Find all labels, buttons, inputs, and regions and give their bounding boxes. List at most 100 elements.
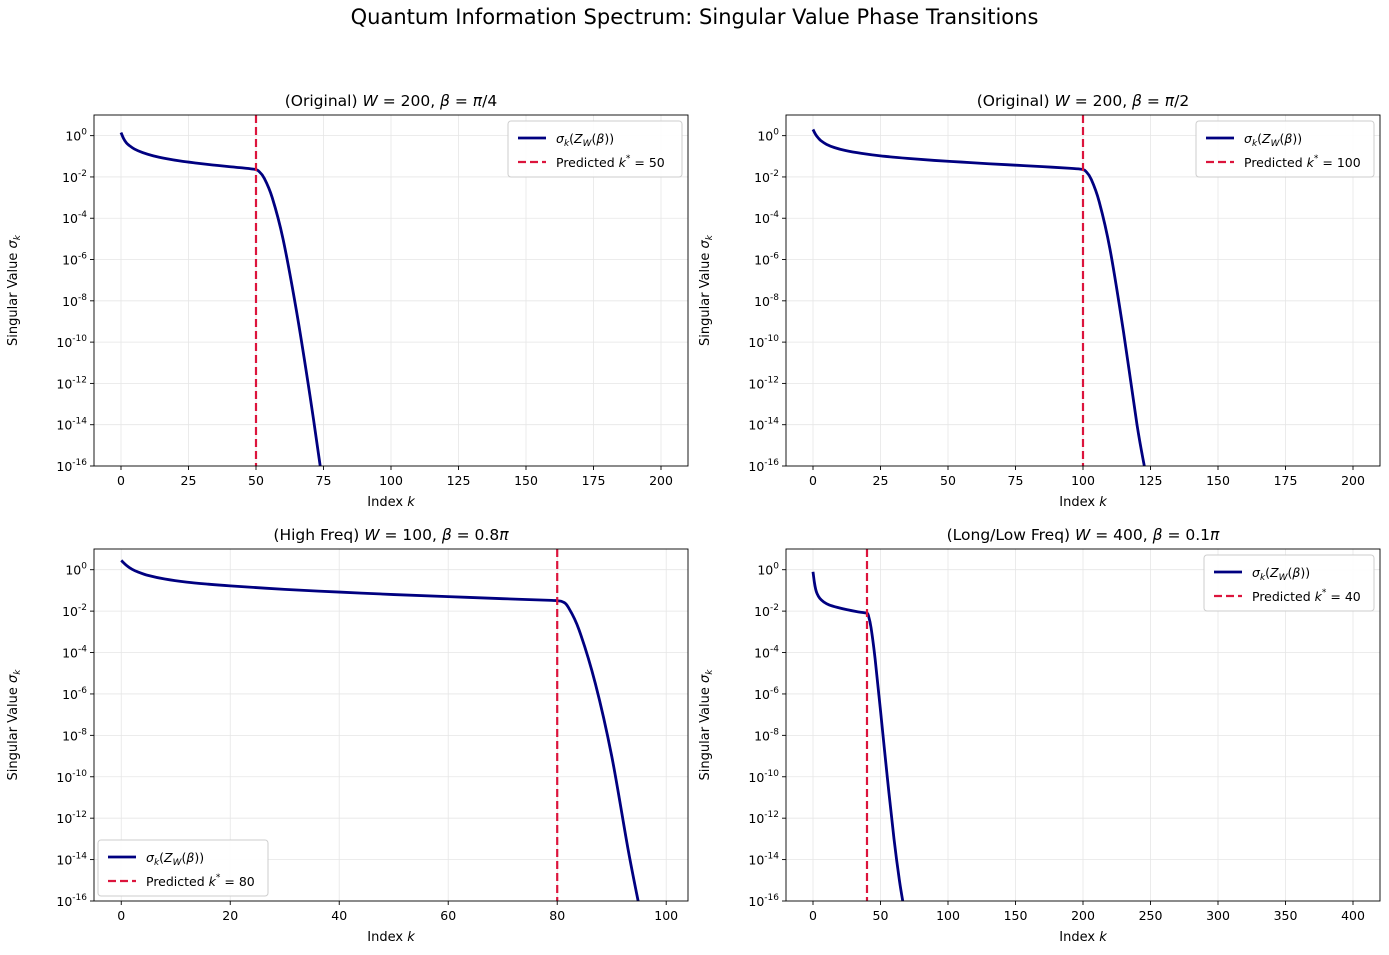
y-tick-label: 10-14 [748, 417, 779, 433]
x-tick-label: 200 [649, 473, 673, 488]
legend-predicted-label: Predicted k* = 80 [146, 873, 255, 889]
chart-panel-4: 0 50 100 150 200 250 300 350 400 100 10-2 10-4 10-6 1… [698, 526, 1381, 945]
panel-title: (Original) W = 200, β = π/4 [285, 92, 497, 110]
y-tick-label: 10-6 [754, 252, 779, 268]
x-tick-label: 175 [582, 473, 606, 488]
y-tick-label: 10-14 [56, 417, 87, 433]
y-tick-label: 10-8 [754, 293, 779, 309]
x-tick-label: 0 [117, 908, 125, 923]
x-tick-label: 250 [1139, 908, 1163, 923]
legend-predicted-label: Predicted k* = 50 [556, 154, 665, 170]
x-tick-label: 0 [809, 908, 817, 923]
singular-value-curve [120, 559, 640, 901]
x-tick-label: 100 [1071, 473, 1095, 488]
x-tick-label: 300 [1206, 908, 1230, 923]
x-tick-label: 100 [379, 473, 403, 488]
chart-panel-3: 0 20 40 60 80 100 100 10-2 10-4 10-6 10-8 10-10 10-1… [6, 526, 689, 945]
y-tick-label: 10-4 [62, 210, 87, 226]
x-tick-label: 150 [1004, 908, 1028, 923]
y-tick-label: 10-10 [748, 334, 779, 350]
legend-box [1203, 554, 1375, 612]
x-tick-label: 100 [936, 908, 960, 923]
y-tick-label: 10-16 [56, 893, 87, 909]
y-axis-label: Singular Value σk [698, 234, 715, 346]
y-tick-label: 100 [757, 128, 779, 144]
y-tick-label: 10-10 [748, 769, 779, 785]
legend-box [1195, 120, 1375, 178]
x-tick-label: 25 [873, 473, 889, 488]
x-tick-label: 100 [654, 908, 678, 923]
x-tick-label: 40 [331, 908, 347, 923]
y-tick-label: 100 [65, 562, 87, 578]
x-tick-label: 0 [809, 473, 817, 488]
y-tick-label: 10-4 [754, 210, 779, 226]
legend-curve-label: σk(ZW(β)) [556, 131, 614, 149]
y-tick-label: 10-8 [62, 293, 87, 309]
y-tick-label: 10-14 [748, 852, 779, 868]
y-tick-label: 10-4 [62, 645, 87, 661]
legend-curve-label: σk(ZW(β)) [1252, 565, 1310, 583]
figure-title: Quantum Information Spectrum: Singular V… [350, 5, 1039, 29]
x-tick-label: 25 [181, 473, 197, 488]
y-tick-label: 10-12 [748, 375, 779, 391]
x-tick-label: 50 [940, 473, 956, 488]
y-tick-label: 10-2 [62, 169, 87, 185]
legend: σk(ZW(β)) Predicted k* = 50 [507, 120, 683, 178]
y-tick-label: 10-12 [748, 810, 779, 826]
y-tick-label: 100 [65, 128, 87, 144]
chart-panel-2: 0 25 50 75 100 125 150 175 200 100 10-2 10-4 10-6 10-… [698, 92, 1381, 510]
x-axis-label: Index k [367, 930, 415, 945]
x-tick-label: 0 [117, 473, 125, 488]
singular-value-curve [811, 128, 1146, 466]
y-tick-label: 10-6 [62, 686, 87, 702]
x-tick-label: 350 [1274, 908, 1298, 923]
x-tick-label: 50 [248, 473, 264, 488]
x-tick-label: 20 [222, 908, 238, 923]
y-tick-label: 10-12 [56, 375, 87, 391]
x-tick-label: 60 [440, 908, 456, 923]
y-tick-label: 10-8 [754, 727, 779, 743]
x-tick-label: 75 [1008, 473, 1024, 488]
legend-predicted-label: Predicted k* = 40 [1252, 588, 1361, 604]
x-tick-label: 175 [1274, 473, 1298, 488]
panel-title: (Original) W = 200, β = π/2 [977, 92, 1189, 110]
legend-box [97, 839, 269, 897]
singular-value-curve [811, 571, 905, 901]
y-tick-label: 10-4 [754, 645, 779, 661]
x-tick-label: 150 [514, 473, 538, 488]
legend: σk(ZW(β)) Predicted k* = 80 [97, 839, 269, 897]
legend: σk(ZW(β)) Predicted k* = 100 [1195, 120, 1375, 178]
x-axis-label: Index k [367, 495, 415, 510]
x-tick-label: 125 [447, 473, 471, 488]
y-tick-label: 10-16 [748, 458, 779, 474]
legend-curve-label: σk(ZW(β)) [1244, 131, 1302, 149]
legend: σk(ZW(β)) Predicted k* = 40 [1203, 554, 1375, 612]
y-tick-label: 10-14 [56, 852, 87, 868]
x-axis-label: Index k [1059, 495, 1107, 510]
y-tick-label: 10-12 [56, 810, 87, 826]
y-axis-label: Singular Value σk [698, 669, 715, 781]
x-tick-label: 150 [1206, 473, 1230, 488]
legend-box [507, 120, 683, 178]
y-tick-label: 10-2 [754, 169, 779, 185]
legend-predicted-label: Predicted k* = 100 [1244, 154, 1361, 170]
y-tick-label: 10-8 [62, 727, 87, 743]
x-tick-label: 200 [1341, 473, 1365, 488]
singular-value-curve [119, 131, 322, 466]
chart-panel-1: 0 25 50 75 100 125 150 175 200 100 10-2 10-4 10-6 10-… [6, 92, 689, 510]
x-tick-label: 80 [549, 908, 565, 923]
axes-frame [93, 548, 689, 902]
panel-title: (Long/Low Freq) W = 400, β = 0.1π [947, 526, 1220, 544]
x-tick-label: 200 [1071, 908, 1095, 923]
y-tick-label: 10-2 [62, 603, 87, 619]
y-tick-label: 100 [757, 562, 779, 578]
legend-curve-label: σk(ZW(β)) [146, 850, 204, 868]
y-tick-label: 10-10 [56, 769, 87, 785]
y-tick-label: 10-6 [62, 252, 87, 268]
x-axis-label: Index k [1059, 930, 1107, 945]
x-tick-label: 50 [873, 908, 889, 923]
panel-title: (High Freq) W = 100, β = 0.8π [273, 526, 509, 544]
y-tick-label: 10-2 [754, 603, 779, 619]
y-axis-label: Singular Value σk [6, 234, 23, 346]
